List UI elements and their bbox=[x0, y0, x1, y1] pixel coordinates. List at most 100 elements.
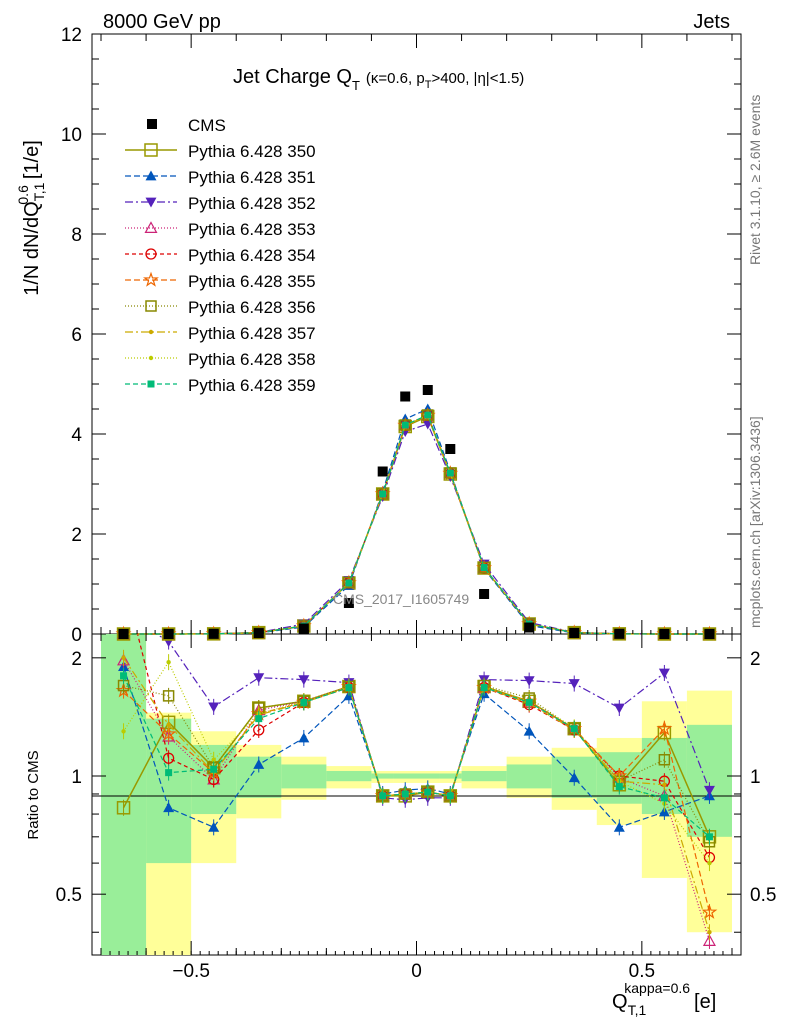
ratio-marker bbox=[210, 765, 218, 773]
mcplots-label: mcplots.cern.ch [arXiv:1306.3436] bbox=[747, 416, 763, 628]
data-points-group bbox=[118, 385, 715, 639]
legend-marker bbox=[145, 300, 157, 312]
ratio-marker bbox=[525, 698, 533, 706]
band-green-bin bbox=[416, 773, 440, 779]
ratio-marker bbox=[379, 792, 387, 800]
header-right: Jets bbox=[693, 11, 730, 33]
data-point bbox=[163, 629, 174, 639]
series-marker bbox=[424, 411, 432, 419]
ratio-line bbox=[122, 675, 710, 838]
ratio-marker bbox=[424, 788, 432, 796]
ratio-marker bbox=[568, 772, 580, 783]
ratio-marker bbox=[166, 722, 171, 728]
y-axis-label-main: 1/N dN/dQ bbox=[21, 201, 43, 295]
ratio-marker bbox=[298, 675, 310, 686]
series-marker bbox=[379, 490, 387, 498]
ratio-marker bbox=[165, 769, 173, 777]
ratio-series-group bbox=[115, 573, 718, 949]
data-point bbox=[377, 466, 388, 477]
ratio-line bbox=[136, 634, 711, 858]
ratio-axis-label: Ratio to CMS bbox=[25, 750, 42, 839]
ratio-marker bbox=[660, 794, 668, 802]
x-tick-label: −0.5 bbox=[172, 961, 210, 982]
ratio-marker bbox=[298, 732, 310, 743]
legend-marker bbox=[145, 248, 157, 260]
series-marker bbox=[446, 469, 454, 477]
ratio-marker bbox=[613, 703, 625, 714]
ratio-marker bbox=[523, 725, 535, 736]
band-green-bin bbox=[371, 773, 394, 779]
ratio-marker bbox=[480, 684, 488, 692]
y-tick-label: 6 bbox=[71, 325, 82, 346]
legend-marker bbox=[145, 170, 157, 181]
legend: CMS Pythia 6.428 350 Pythia 6.428 351 Pythi… bbox=[125, 116, 316, 395]
ratio-marker bbox=[121, 655, 126, 661]
ratio-tick-label: 2 bbox=[71, 649, 82, 670]
legend-marker bbox=[148, 355, 154, 361]
ratio-tick-label-right: 0.5 bbox=[750, 885, 776, 906]
band-green-bin bbox=[686, 724, 732, 837]
ratio-marker bbox=[401, 790, 409, 798]
chart-title-sub: T bbox=[352, 78, 360, 93]
legend-marker bbox=[145, 197, 157, 208]
legend-marker-data bbox=[147, 119, 157, 129]
y-axis-label-sup: 0.6 bbox=[15, 185, 31, 205]
y-tick-label: 10 bbox=[61, 125, 82, 146]
data-point bbox=[253, 628, 264, 639]
band-green-bin bbox=[281, 764, 327, 789]
series-marker bbox=[401, 421, 409, 429]
data-point bbox=[343, 598, 354, 608]
ratio-marker bbox=[162, 752, 175, 764]
ratio-marker bbox=[446, 792, 454, 800]
ratio-marker bbox=[119, 573, 129, 583]
y-tick-label: 2 bbox=[71, 525, 82, 546]
x-axis-label-sup: kappa=0.6 bbox=[624, 980, 690, 996]
rivet-label: Rivet 3.1.10, ≥ 2.6M events bbox=[747, 95, 763, 265]
ratio-marker bbox=[255, 715, 263, 723]
ratio-marker bbox=[570, 725, 578, 733]
ratio-marker bbox=[160, 725, 177, 741]
header-left: 8000 GeV pp bbox=[103, 11, 221, 33]
legend-label: Pythia 6.428 355 bbox=[188, 272, 316, 291]
data-point bbox=[445, 444, 456, 454]
y-axis-label: 1/N dN/dQT,10.6 [1/e] bbox=[15, 140, 47, 296]
ratio-marker bbox=[703, 785, 715, 796]
ratio-line bbox=[122, 660, 711, 942]
series-marker bbox=[422, 409, 434, 421]
ratio-marker bbox=[253, 758, 265, 769]
data-point bbox=[422, 385, 433, 395]
ratio-marker bbox=[166, 659, 171, 665]
y-tick-label: 12 bbox=[61, 25, 82, 46]
ratio-marker bbox=[701, 903, 718, 919]
data-point bbox=[659, 629, 670, 639]
series-marker bbox=[478, 561, 490, 574]
chart-title-paren-close: >400, |η|<1.5) bbox=[431, 70, 524, 87]
legend-marker bbox=[144, 221, 158, 233]
legend-marker bbox=[143, 271, 159, 287]
chart-title: Jet Charge QT (κ=0.6, pT>400, |η|<1.5) bbox=[233, 66, 524, 93]
y-axis-label-sub: T,1 bbox=[31, 182, 47, 201]
ratio-marker bbox=[208, 702, 220, 713]
band-green-bin bbox=[393, 773, 417, 779]
legend-label: Pythia 6.428 353 bbox=[188, 220, 316, 239]
ratio-marker bbox=[121, 729, 126, 734]
y-tick-label: 0 bbox=[71, 625, 82, 646]
legend-label: Pythia 6.428 350 bbox=[188, 142, 316, 161]
ratio-tick-label-right: 2 bbox=[750, 649, 761, 670]
data-point bbox=[298, 623, 309, 634]
band-green-bin bbox=[506, 764, 552, 789]
legend-label: Pythia 6.428 356 bbox=[188, 298, 316, 317]
data-point bbox=[208, 628, 219, 639]
x-axis-label-unit: [e] bbox=[694, 991, 716, 1013]
chart-title-paren-open: (κ=0.6, p bbox=[366, 70, 425, 87]
legend-label: Pythia 6.428 354 bbox=[188, 246, 316, 265]
ratio-marker bbox=[568, 679, 580, 690]
ratio-marker bbox=[208, 821, 220, 832]
data-point bbox=[524, 622, 535, 633]
y-axis-label-unit: [1/e] bbox=[21, 140, 43, 179]
x-axis-label: QT,1 kappa=0.6[e] bbox=[612, 980, 716, 1018]
ratio-marker bbox=[162, 690, 175, 702]
band-green-bin bbox=[461, 770, 507, 782]
ratio-marker bbox=[120, 672, 128, 680]
